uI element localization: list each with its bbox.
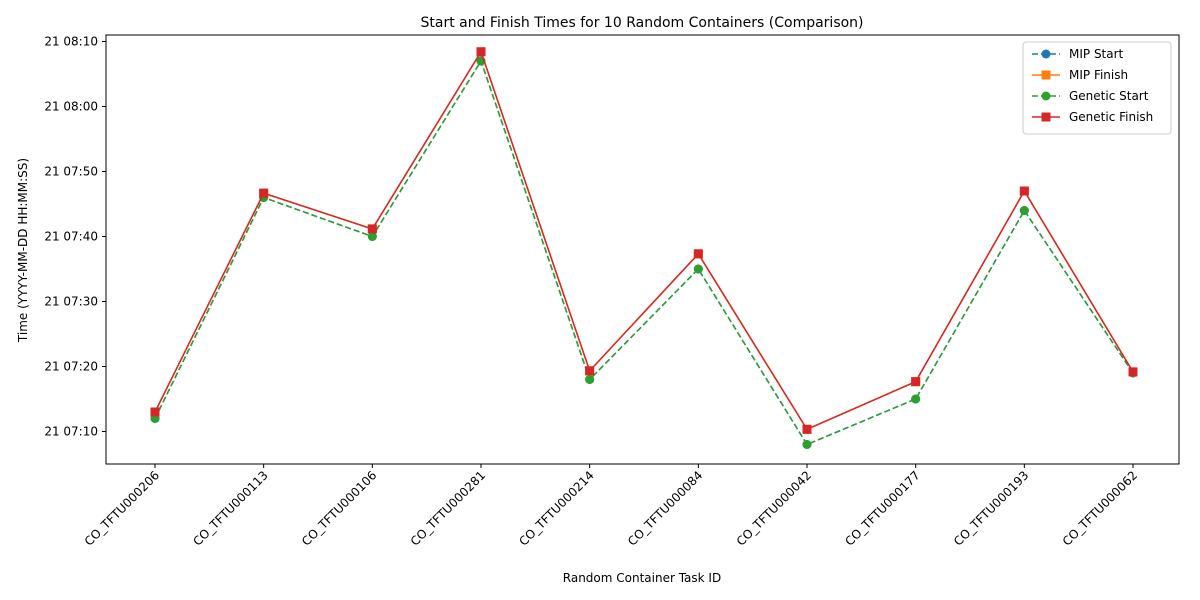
y-tick-label: 21 07:20: [44, 360, 98, 374]
data-point: [1019, 186, 1029, 196]
data-point: [911, 377, 921, 387]
legend-marker: [1041, 112, 1051, 122]
y-tick-label: 21 07:30: [44, 295, 98, 309]
legend-label: Genetic Start: [1069, 89, 1149, 103]
data-point: [259, 188, 269, 198]
data-point: [367, 232, 377, 241]
y-axis-label: Time (YYYY-MM-DD HH:MM:SS): [16, 158, 30, 343]
legend-marker: [1041, 70, 1051, 80]
y-tick-label: 21 08:10: [44, 35, 98, 49]
legend-label: Genetic Finish: [1069, 110, 1153, 124]
data-point: [1019, 206, 1029, 215]
data-point: [802, 424, 812, 434]
plot-frame: [105, 34, 1180, 465]
data-point: [1128, 367, 1138, 377]
legend-label: MIP Start: [1069, 47, 1124, 61]
data-point: [693, 249, 703, 259]
legend-box: [1022, 41, 1172, 135]
series-line-genetic-finish: [154, 50, 1134, 431]
chart-title: Start and Finish Times for 10 Random Con…: [420, 15, 863, 31]
legend-marker: [1041, 49, 1051, 59]
y-tick-label: 21 07:10: [44, 425, 98, 439]
y-tick-label: 21 08:00: [44, 100, 98, 114]
y-tick-label: 21 07:40: [44, 230, 98, 244]
data-point: [693, 264, 703, 274]
y-tick-label: 21 07:50: [44, 165, 98, 179]
data-point: [476, 47, 486, 57]
data-point: [585, 366, 595, 376]
legend-label: MIP Finish: [1069, 68, 1128, 82]
data-point: [802, 440, 812, 449]
series-line-genetic-start: [154, 59, 1134, 446]
x-axis-label: Random Container Task ID: [563, 571, 721, 585]
legend: MIP Start MIP Finish Genetic Start Genetic …: [1022, 41, 1172, 135]
data-point: [585, 375, 595, 384]
data-point: [150, 407, 160, 417]
legend-marker: [1041, 91, 1051, 101]
data-point: [911, 394, 921, 404]
data-point: [367, 224, 377, 234]
